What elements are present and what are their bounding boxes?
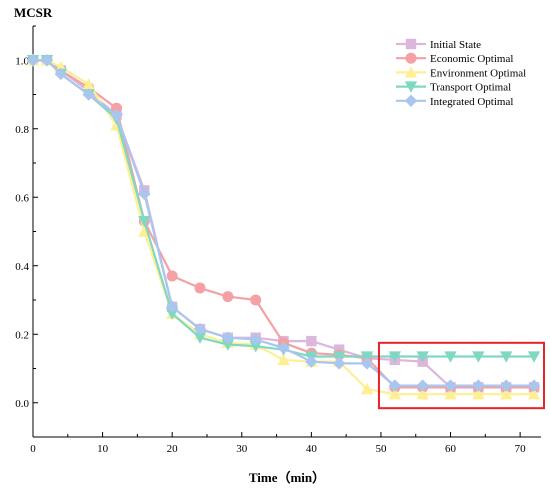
data-point — [416, 387, 429, 400]
data-point — [360, 357, 374, 370]
data-point — [193, 322, 207, 336]
data-point — [138, 187, 151, 201]
legend-label: Economic Optimal — [430, 53, 513, 65]
data-point — [527, 387, 541, 400]
legend-marker — [404, 81, 418, 93]
legend-label: Transport Optimal — [430, 82, 511, 94]
legend-marker — [405, 38, 417, 50]
data-point — [110, 108, 123, 122]
series-integrated-optimal — [26, 54, 541, 392]
data-point — [444, 351, 457, 363]
legend-item: Transport Optimal — [396, 81, 511, 94]
data-point — [472, 379, 485, 392]
y-tick-label: 0.4 — [15, 261, 29, 273]
legend-item: Economic Optimal — [396, 52, 513, 65]
data-point — [165, 300, 179, 314]
x-tick-label: 70 — [515, 443, 527, 455]
data-point — [194, 282, 206, 294]
data-point — [40, 54, 54, 67]
legend-marker — [404, 94, 418, 107]
x-tick-label: 30 — [236, 443, 248, 455]
data-point — [472, 351, 485, 363]
legend-marker — [404, 66, 418, 78]
x-tick-label: 10 — [97, 443, 109, 455]
data-point — [305, 355, 318, 368]
data-point — [332, 357, 346, 370]
y-axis-title: MCSR — [14, 5, 53, 20]
legend: Initial State Economic Optimal Environment… — [396, 38, 526, 108]
x-axis-title: Time（min） — [249, 470, 325, 485]
y-tick-label: 0.0 — [15, 398, 29, 410]
data-point — [360, 382, 374, 395]
data-point — [221, 331, 235, 344]
y-tick-label: 1.0 — [15, 55, 29, 67]
data-point — [416, 351, 429, 363]
x-tick-label: 50 — [375, 443, 387, 455]
data-point — [444, 379, 457, 392]
data-point — [500, 387, 513, 400]
y-tick-label: 0.2 — [15, 329, 29, 341]
legend-label: Integrated Optimal — [430, 96, 513, 108]
data-point — [26, 54, 40, 67]
data-point — [388, 351, 402, 363]
data-point — [54, 67, 68, 81]
data-point — [250, 294, 262, 306]
data-point — [360, 351, 374, 363]
series-layer — [26, 54, 541, 400]
data-point — [332, 351, 346, 363]
data-point — [165, 308, 179, 320]
legend-label: Initial State — [430, 39, 481, 51]
data-point — [416, 379, 429, 392]
data-point — [277, 353, 290, 366]
data-point — [111, 102, 123, 114]
x-tick-label: 60 — [445, 443, 457, 455]
data-point — [388, 379, 402, 392]
data-point — [306, 335, 317, 347]
data-point — [166, 270, 178, 282]
data-point — [222, 291, 234, 303]
data-point — [82, 78, 95, 90]
legend-item: Initial State — [396, 38, 481, 51]
data-point — [277, 341, 290, 355]
x-tick-label: 20 — [167, 443, 179, 455]
data-point — [500, 379, 513, 392]
data-point — [138, 216, 151, 228]
data-point — [193, 332, 207, 344]
y-tick-label: 0.8 — [15, 124, 29, 136]
data-point — [249, 333, 262, 346]
x-tick-label: 0 — [30, 443, 36, 455]
data-point — [82, 88, 95, 101]
data-point — [527, 379, 541, 392]
data-point — [444, 387, 457, 400]
highlight-box — [377, 341, 545, 410]
data-point — [249, 341, 262, 353]
legend-item: Environment Optimal — [396, 66, 526, 79]
legend-item: Integrated Optimal — [396, 94, 513, 108]
legend-marker — [405, 52, 417, 64]
x-tick-label: 40 — [306, 443, 318, 455]
data-point — [388, 387, 402, 400]
y-tick-label: 0.6 — [15, 192, 29, 204]
data-point — [472, 387, 485, 400]
axes: 0 10 20 30 40 50 60 70 0.0 0.2 0.4 0.6 0.8 1.0 — [15, 25, 541, 455]
data-point — [500, 351, 513, 363]
data-point — [221, 339, 235, 351]
highlight-layer — [377, 341, 545, 410]
legend-label: Environment Optimal — [430, 67, 526, 79]
data-point — [527, 351, 541, 363]
